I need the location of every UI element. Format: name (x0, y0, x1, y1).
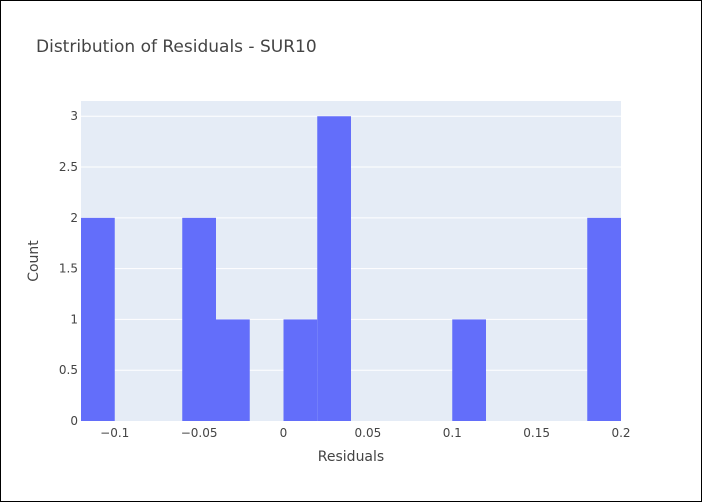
x-tick-label: 0 (280, 426, 288, 440)
histogram-bar[interactable] (587, 217, 621, 421)
y-tick-label: 0.5 (59, 363, 78, 377)
bars (81, 116, 621, 421)
y-tick-label: 2.5 (59, 160, 78, 174)
y-tick-label: 1 (70, 312, 78, 326)
x-tick-label: 0.15 (523, 426, 550, 440)
y-tick-label: 2 (70, 211, 78, 225)
histogram-bar[interactable] (283, 319, 318, 421)
x-tick-label: −0.1 (100, 426, 129, 440)
y-tick-label: 3 (70, 109, 78, 123)
y-tick-label: 0 (70, 414, 78, 428)
histogram-bar[interactable] (317, 116, 351, 421)
y-axis-ticks: 0 0.5 1 1.5 2 2.5 3 (59, 109, 78, 428)
x-tick-label: 0.05 (355, 426, 382, 440)
x-axis-ticks: −0.1 −0.05 0 0.05 0.1 0.15 0.2 (100, 426, 630, 440)
histogram-bar[interactable] (216, 319, 250, 421)
x-axis-title: Residuals (318, 449, 384, 465)
chart-title: Distribution of Residuals - SUR10 (36, 37, 317, 57)
histogram-bar[interactable] (452, 319, 486, 421)
x-tick-label: −0.05 (181, 426, 218, 440)
x-tick-label: 0.2 (611, 426, 630, 440)
x-tick-label: 0.1 (443, 426, 462, 440)
histogram-bar[interactable] (81, 217, 115, 421)
histogram-bar[interactable] (182, 217, 216, 421)
y-tick-label: 1.5 (59, 262, 78, 276)
y-axis-title: Count (26, 240, 42, 282)
